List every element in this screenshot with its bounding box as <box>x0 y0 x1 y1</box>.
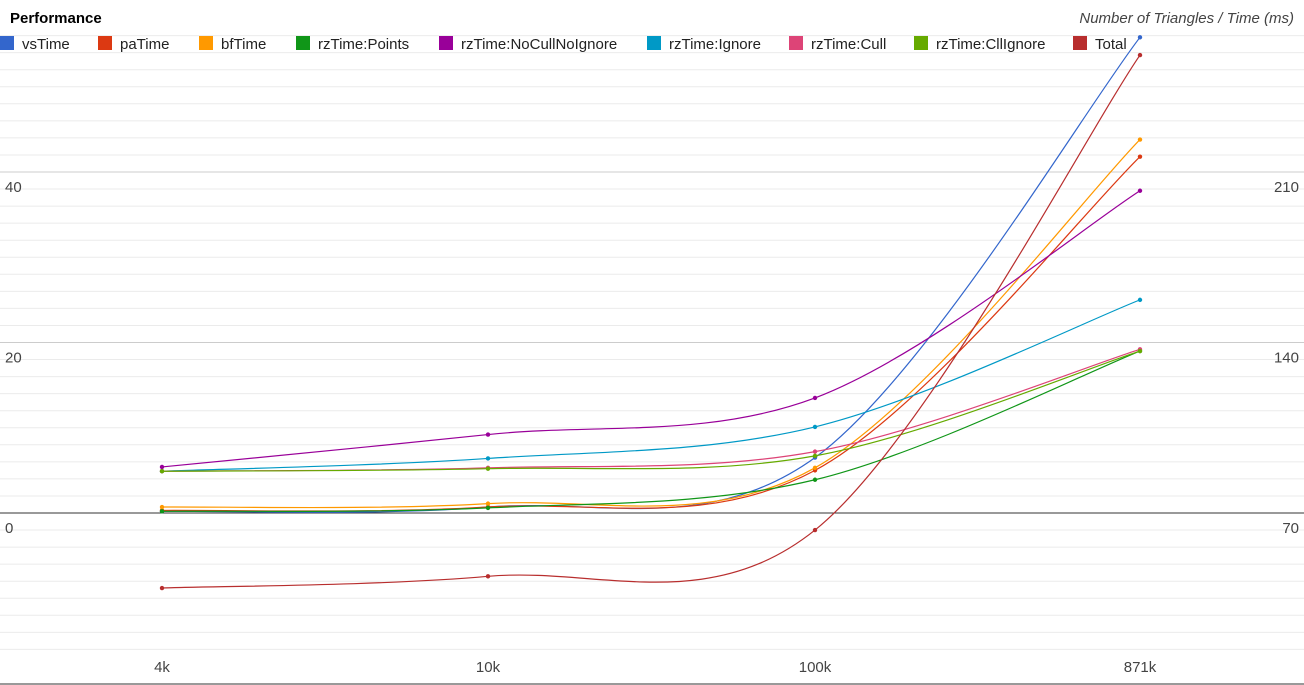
legend-label-vstime: vsTime <box>22 36 70 53</box>
data-point-bftime <box>485 501 491 506</box>
data-point-rztime-nocullnoignore <box>485 432 491 437</box>
series-line-rztime-nocullnoignore <box>161 190 1141 468</box>
series-line-total <box>161 54 1141 589</box>
legend-label-rztime-ignore: rzTime:Ignore <box>669 36 761 53</box>
series-line-rztime-ignore <box>161 299 1141 472</box>
series-line-rztime-points <box>161 350 1141 512</box>
data-point-vstime <box>1137 35 1143 40</box>
data-point-rztime-nocullnoignore <box>1137 188 1143 193</box>
legend-label-rztime-points: rzTime:Points <box>318 36 409 53</box>
data-point-bftime <box>159 504 165 510</box>
left-axis-tick-label: 20 <box>5 350 22 367</box>
x-axis-tick-label: 10k <box>476 659 501 676</box>
data-point-total <box>485 574 491 579</box>
x-axis-tick-label: 871k <box>1124 659 1157 676</box>
data-point-rztime-cllignore <box>159 469 165 474</box>
data-point-total <box>1137 52 1143 58</box>
data-point-rztime-cllignore <box>485 466 491 471</box>
data-point-rztime-ignore <box>1137 297 1143 303</box>
left-axis-tick-label: 40 <box>5 179 22 196</box>
right-axis-tick-label: 140 <box>1274 350 1299 367</box>
data-point-patime <box>1137 154 1143 159</box>
data-point-bftime <box>1137 137 1143 142</box>
left-axis-tick-label: 0 <box>5 520 13 537</box>
data-point-rztime-cllignore <box>1137 348 1143 354</box>
right-axis-tick-label: 70 <box>1282 520 1299 537</box>
series-line-patime <box>161 156 1141 512</box>
data-point-bftime <box>812 465 818 471</box>
legend: vsTime paTime bfTime rzTime:Points rzTime:No… <box>0 36 1127 53</box>
legend-label-rztime-nocullnoignore: rzTime:NoCullNoIgnore <box>461 36 617 53</box>
series-lines <box>159 35 1143 591</box>
legend-label-patime: paTime <box>120 36 169 53</box>
data-point-rztime-ignore <box>485 456 491 461</box>
data-point-rztime-nocullnoignore <box>159 464 165 470</box>
data-point-rztime-points <box>159 509 165 514</box>
legend-swatch-rztime-points <box>296 36 310 50</box>
legend-label-total: Total <box>1095 36 1127 53</box>
chart-title: Performance <box>10 10 102 27</box>
legend-swatch-rztime-cllignore <box>914 36 928 50</box>
data-point-rztime-cull <box>812 449 818 454</box>
data-point-rztime-ignore <box>812 424 818 430</box>
data-point-rztime-cllignore <box>812 453 818 459</box>
x-axis-tick-label: 100k <box>799 659 832 676</box>
legend-label-rztime-cull: rzTime:Cull <box>811 36 886 53</box>
legend-swatch-rztime-cull <box>789 36 803 50</box>
legend-swatch-total <box>1073 36 1087 50</box>
legend-swatch-rztime-ignore <box>647 36 661 50</box>
legend-swatch-bftime <box>199 36 213 50</box>
legend-label-rztime-cllignore: rzTime:CllIgnore <box>936 36 1045 53</box>
axes: 0 20 40 70 140 210 4k 10k 100k 871k <box>5 179 1299 676</box>
series-line-vstime <box>161 36 1141 513</box>
legend-swatch-rztime-nocullnoignore <box>439 36 453 50</box>
legend-swatch-patime <box>98 36 112 50</box>
data-point-rztime-points <box>812 477 818 482</box>
chart-subtitle: Number of Triangles / Time (ms) <box>1079 10 1294 27</box>
data-point-total <box>812 527 818 533</box>
legend-label-bftime: bfTime <box>221 36 266 53</box>
series-line-bftime <box>161 139 1141 509</box>
series-line-rztime-cllignore <box>161 350 1141 472</box>
right-axis-tick-label: 210 <box>1274 179 1299 196</box>
legend-swatch-vstime <box>0 36 14 50</box>
x-axis-tick-label: 4k <box>154 659 170 676</box>
data-point-rztime-points <box>485 505 491 511</box>
data-point-total <box>159 585 165 591</box>
data-point-rztime-nocullnoignore <box>812 395 818 401</box>
